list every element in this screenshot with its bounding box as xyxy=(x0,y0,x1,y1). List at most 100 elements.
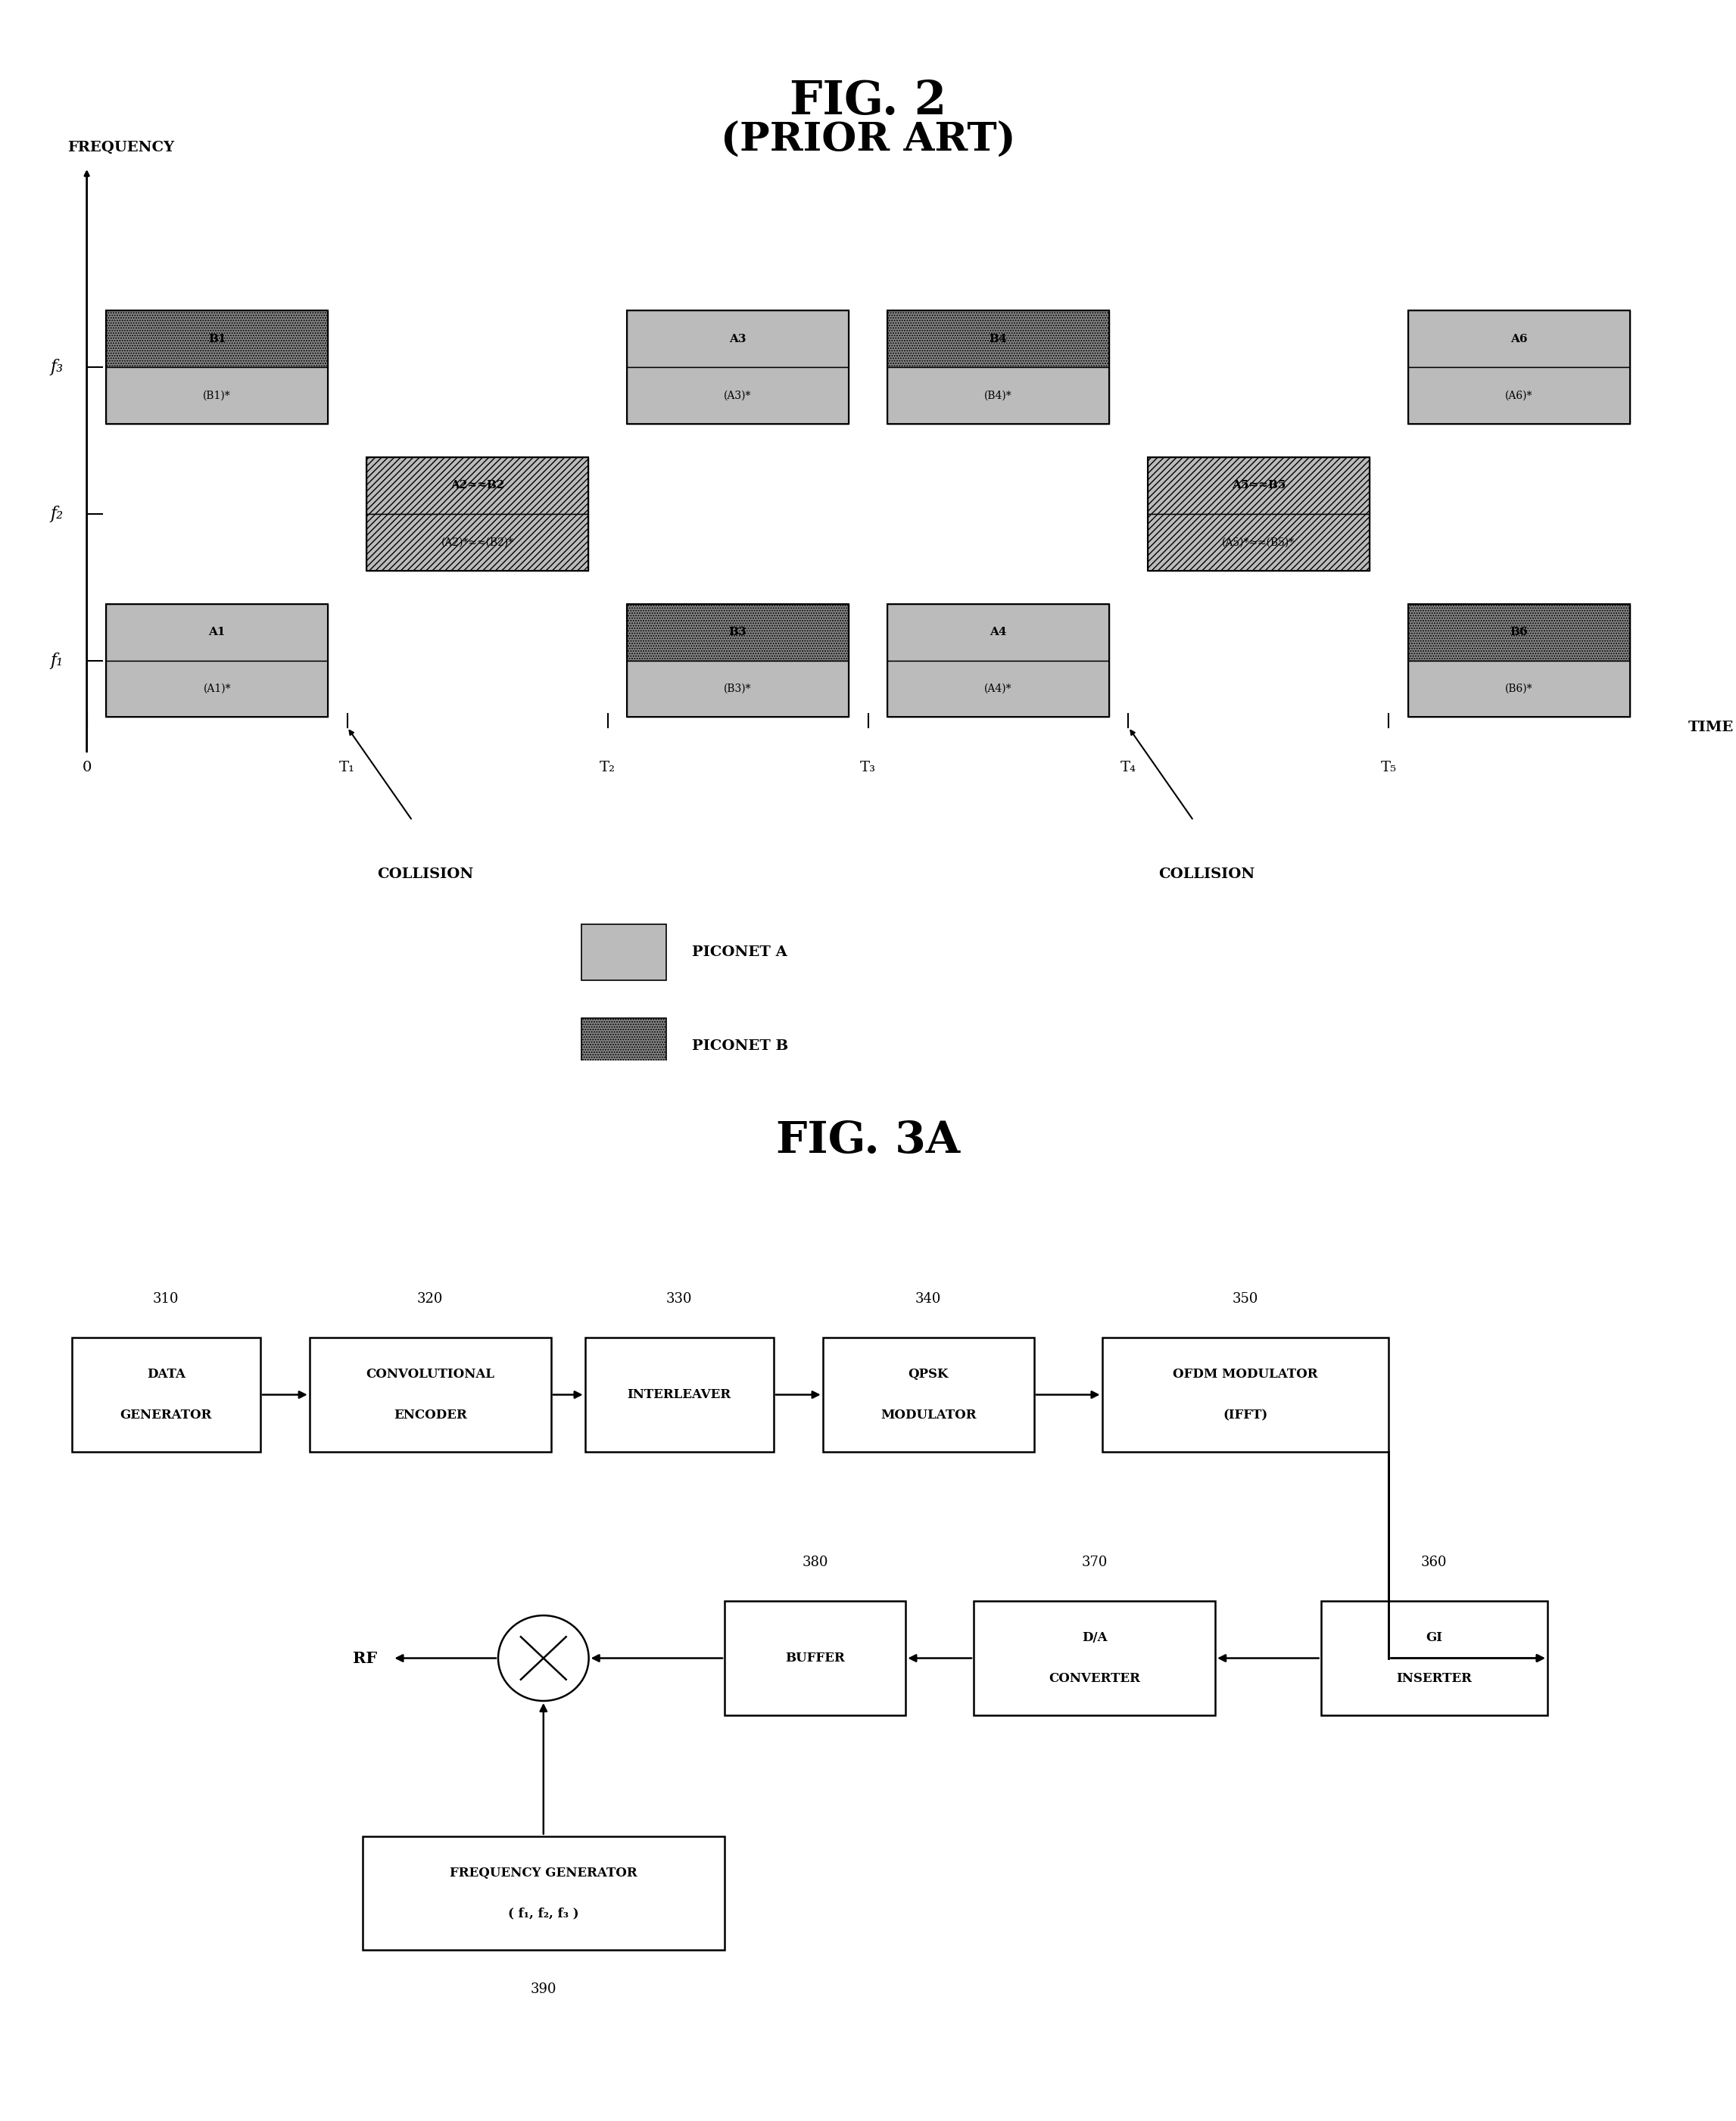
Bar xyxy=(309,1338,550,1451)
Bar xyxy=(106,367,328,424)
Bar xyxy=(1147,458,1370,571)
Text: A6: A6 xyxy=(1510,333,1528,344)
Text: PICONET A: PICONET A xyxy=(693,946,788,959)
Bar xyxy=(363,1837,724,1949)
Text: B3: B3 xyxy=(729,628,746,638)
Bar xyxy=(887,310,1109,367)
Text: 310: 310 xyxy=(153,1292,179,1307)
Text: B4: B4 xyxy=(990,333,1007,344)
Text: 320: 320 xyxy=(417,1292,443,1307)
Text: 330: 330 xyxy=(667,1292,693,1307)
Text: 390: 390 xyxy=(531,1983,557,1996)
Bar xyxy=(1408,367,1630,424)
Text: 370: 370 xyxy=(1082,1555,1108,1570)
Bar xyxy=(366,513,589,571)
Text: 360: 360 xyxy=(1422,1555,1448,1570)
Bar xyxy=(627,604,849,660)
Text: 380: 380 xyxy=(802,1555,828,1570)
Text: RF: RF xyxy=(352,1650,377,1665)
Bar xyxy=(106,310,328,424)
Text: (A4)*: (A4)* xyxy=(984,683,1012,694)
Bar xyxy=(106,604,328,660)
Text: f₃: f₃ xyxy=(50,358,64,375)
Text: DATA: DATA xyxy=(148,1368,186,1381)
Text: D/A: D/A xyxy=(1082,1631,1108,1644)
Bar xyxy=(585,1338,774,1451)
Bar xyxy=(887,604,1109,717)
Text: T₁: T₁ xyxy=(339,761,356,774)
Bar xyxy=(71,1338,260,1451)
Text: (B4)*: (B4)* xyxy=(984,390,1012,401)
Text: BUFFER: BUFFER xyxy=(785,1652,845,1665)
Text: INSERTER: INSERTER xyxy=(1396,1671,1472,1684)
Bar xyxy=(366,458,589,513)
Bar xyxy=(887,660,1109,717)
Text: T₅: T₅ xyxy=(1380,761,1397,774)
Text: A3: A3 xyxy=(729,333,746,344)
Bar xyxy=(582,925,667,980)
Bar xyxy=(1408,604,1630,717)
Text: (A2)*≈≈(B2)*: (A2)*≈≈(B2)* xyxy=(441,537,514,547)
Bar xyxy=(366,458,589,571)
Text: A2≈≈B2: A2≈≈B2 xyxy=(450,479,505,490)
Bar xyxy=(1147,458,1370,513)
Text: T₄: T₄ xyxy=(1120,761,1137,774)
Text: (IFFT): (IFFT) xyxy=(1222,1408,1267,1421)
Text: ( f₁, f₂, f₃ ): ( f₁, f₂, f₃ ) xyxy=(509,1907,578,1920)
Bar xyxy=(627,367,849,424)
Text: INTERLEAVER: INTERLEAVER xyxy=(627,1389,731,1402)
Bar xyxy=(823,1338,1035,1451)
Text: f₁: f₁ xyxy=(50,653,64,668)
Text: COLLISION: COLLISION xyxy=(377,867,474,880)
Text: ENCODER: ENCODER xyxy=(394,1408,467,1421)
Bar xyxy=(106,310,328,367)
Text: MODULATOR: MODULATOR xyxy=(880,1408,976,1421)
Text: (A6)*: (A6)* xyxy=(1505,390,1533,401)
Text: CONVERTER: CONVERTER xyxy=(1049,1671,1141,1684)
Text: f₂: f₂ xyxy=(50,505,64,522)
Bar xyxy=(887,310,1109,424)
Text: FREQUENCY GENERATOR: FREQUENCY GENERATOR xyxy=(450,1866,637,1879)
Bar xyxy=(627,604,849,717)
Text: FIG. 2: FIG. 2 xyxy=(790,78,946,123)
Bar xyxy=(1102,1338,1389,1451)
Bar xyxy=(1408,310,1630,424)
Bar xyxy=(627,310,849,367)
Bar xyxy=(1321,1601,1547,1716)
Text: (A1)*: (A1)* xyxy=(203,683,231,694)
Text: B6: B6 xyxy=(1510,628,1528,638)
Text: (PRIOR ART): (PRIOR ART) xyxy=(720,121,1016,159)
Text: CONVOLUTIONAL: CONVOLUTIONAL xyxy=(366,1368,495,1381)
Text: B1: B1 xyxy=(208,333,226,344)
Bar xyxy=(1408,660,1630,717)
Text: A1: A1 xyxy=(208,628,226,638)
Text: T₃: T₃ xyxy=(859,761,877,774)
Text: (B6)*: (B6)* xyxy=(1505,683,1533,694)
Bar xyxy=(627,310,849,424)
Bar xyxy=(887,604,1109,660)
Text: QPSK: QPSK xyxy=(908,1368,948,1381)
Text: (B1)*: (B1)* xyxy=(203,390,231,401)
Text: OFDM MODULATOR: OFDM MODULATOR xyxy=(1174,1368,1318,1381)
Text: PICONET B: PICONET B xyxy=(693,1039,788,1052)
Text: COLLISION: COLLISION xyxy=(1158,867,1255,880)
Text: (A3)*: (A3)* xyxy=(724,390,752,401)
Bar xyxy=(1408,310,1630,367)
Text: (A5)*≈≈(B5)*: (A5)*≈≈(B5)* xyxy=(1222,537,1295,547)
Text: A4: A4 xyxy=(990,628,1007,638)
Bar xyxy=(974,1601,1215,1716)
Bar xyxy=(1147,513,1370,571)
Text: (B3)*: (B3)* xyxy=(724,683,752,694)
Bar xyxy=(106,660,328,717)
Text: GI: GI xyxy=(1425,1631,1443,1644)
Bar xyxy=(582,1018,667,1073)
Text: FIG. 3A: FIG. 3A xyxy=(776,1120,960,1162)
Text: 0: 0 xyxy=(82,761,92,774)
Bar xyxy=(724,1601,906,1716)
Bar xyxy=(627,660,849,717)
Bar xyxy=(106,604,328,717)
Text: GENERATOR: GENERATOR xyxy=(120,1408,212,1421)
Text: 340: 340 xyxy=(915,1292,941,1307)
Text: T₂: T₂ xyxy=(599,761,616,774)
Bar xyxy=(887,367,1109,424)
